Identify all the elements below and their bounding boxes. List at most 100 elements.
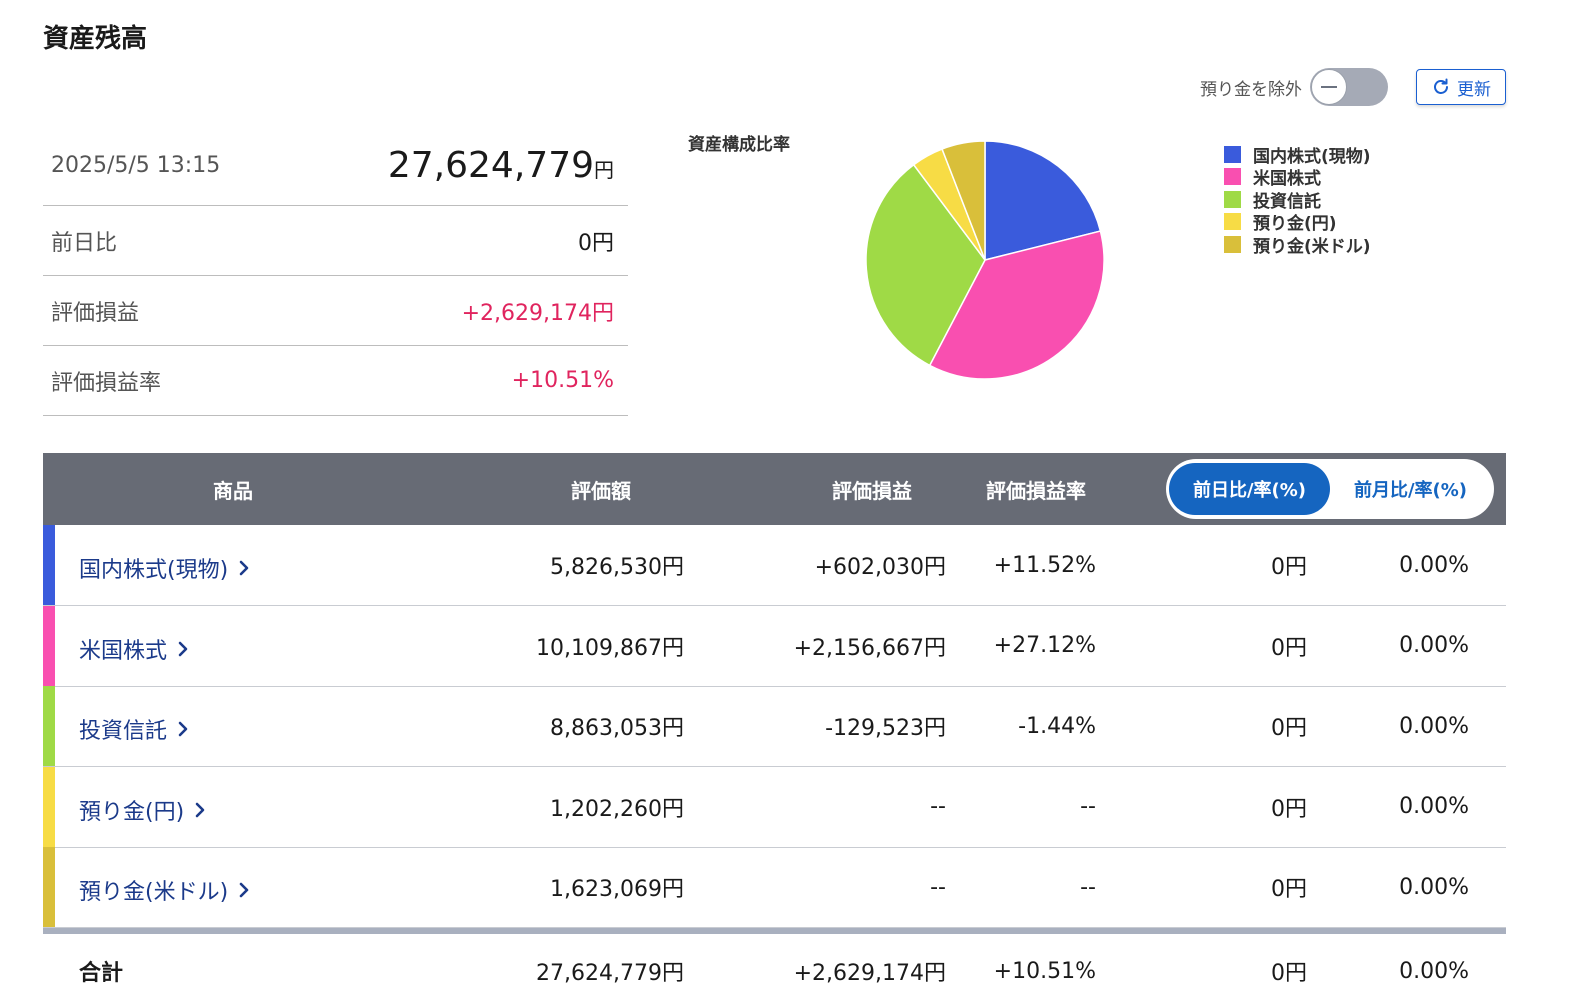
total-pl: +2,629,174円 [793,961,946,986]
chevron-right-icon [178,721,188,737]
summary-datetime: 2025/5/5 13:15 [51,152,221,178]
change-cell: 0円 [1271,877,1307,903]
refresh-icon [1434,78,1448,94]
change-cell: 0円 [1271,555,1307,580]
product-name-cell: 国内株式(現物) [79,525,250,605]
pl-rate-cell: -- [1080,874,1096,900]
asset-pie-chart [865,140,1105,380]
toggle-knob [1311,69,1347,105]
pie-slice[interactable] [928,230,1105,380]
summary-label: 評価損益率 [51,370,162,396]
total-label: 合計 [79,961,124,986]
product-name: 米国株式 [79,638,168,664]
legend-swatch [1224,145,1241,163]
valuation-cell: 10,109,867円 [536,635,684,661]
header-valuation: 評価額 [571,478,631,503]
row-color-bar [43,766,55,847]
summary-total-row: 2025/5/5 13:15 27,624,779円 [43,125,628,206]
row-color-bar [43,525,55,605]
pl-cell: -- [930,874,946,900]
total-valuation: 27,624,779円 [536,961,684,986]
change-cell: 0円 [1271,635,1307,661]
row-color-bar [43,605,55,686]
pl-rate-cell: -- [1080,794,1096,820]
header-pl-rate: 評価損益率 [986,478,1086,503]
summary-row-pl: 評価損益 +2,629,174円 [43,276,628,346]
valuation-cell: 1,202,260円 [550,796,684,822]
pl-cell: -- [930,794,946,820]
pl-rate-cell: -1.44% [1018,713,1096,739]
summary-panel: 2025/5/5 13:15 27,624,779円 前日比 0円 評価損益 +… [43,125,628,416]
summary-total: 27,624,779円 [388,145,614,186]
product-name-cell: 投資信託 [79,686,189,766]
legend-item: 預り金(米ドル) [1224,233,1371,257]
legend-swatch [1224,168,1241,186]
total-pl-rate: +10.51% [993,958,1096,984]
chart-legend: 国内株式(現物) 米国株式 投資信託 預り金(円) 預り金(米ドル) [1224,143,1371,257]
table-header: 商品 評価額 評価損益 評価損益率 前日比/率(%) 前月比/率(%) [43,453,1506,525]
product-link[interactable]: 投資信託 [79,707,189,745]
chevron-right-icon [195,802,205,818]
change-rate-cell: 0.00% [1399,633,1469,659]
table-row: 米国株式 10,109,867円 +2,156,667円 +27.12% 0円 0.00% [43,605,1506,687]
product-name-cell: 米国株式 [79,606,189,686]
product-link[interactable]: 預り金(米ドル) [79,868,250,906]
product-name: 預り金(円) [79,799,185,825]
period-day-button[interactable]: 前日比/率(%) [1169,463,1330,515]
refresh-label: 更新 [1457,79,1491,100]
minus-icon [1321,86,1337,88]
pl-cell: +2,156,667円 [793,635,946,661]
summary-row-day-change: 前日比 0円 [43,206,628,276]
legend-label: 国内株式(現物) [1253,146,1371,167]
pie-slice[interactable] [941,140,986,261]
change-rate-cell: 0.00% [1399,794,1469,820]
product-link[interactable]: 国内株式(現物) [79,546,250,584]
change-rate-cell: 0.00% [1399,713,1469,739]
valuation-cell: 8,863,053円 [550,716,684,742]
row-color-bar [43,847,55,928]
period-switch: 前日比/率(%) 前月比/率(%) [1166,459,1494,519]
product-name: 預り金(米ドル) [79,880,229,906]
legend-item: 米国株式 [1224,166,1371,189]
refresh-button[interactable]: 更新 [1416,69,1506,105]
product-name-cell: 預り金(円) [79,767,206,847]
pl-rate-cell: +11.52% [993,552,1096,578]
change-cell: 0円 [1271,716,1307,742]
product-link[interactable]: 預り金(円) [79,788,206,826]
legend-item: 投資信託 [1224,188,1371,212]
product-link[interactable]: 米国株式 [79,627,189,665]
period-month-button[interactable]: 前月比/率(%) [1330,463,1491,515]
change-cell: 0円 [1271,796,1307,822]
table-row: 国内株式(現物) 5,826,530円 +602,030円 +11.52% 0円 0.00… [43,525,1506,606]
table-row: 預り金(円) 1,202,260円 -- -- 0円 0.00% [43,766,1506,848]
header-product: 商品 [213,478,253,503]
valuation-cell: 1,623,069円 [550,877,684,903]
summary-row-pl-rate: 評価損益率 +10.51% [43,346,628,416]
pl-cell: -129,523円 [825,716,946,742]
exclude-deposit-control: 預り金を除外 [1200,68,1388,106]
summary-total-unit: 円 [594,157,614,182]
pie-slice[interactable] [984,140,1102,261]
summary-total-value: 27,624,779 [387,144,594,186]
legend-label: 投資信託 [1253,191,1321,212]
chevron-right-icon [239,560,249,576]
summary-label: 前日比 [51,230,118,256]
summary-value: +2,629,174円 [461,300,614,326]
legend-item: 預り金(円) [1224,211,1371,234]
chart-title: 資産構成比率 [688,135,790,155]
legend-swatch [1224,190,1241,208]
pl-cell: +602,030円 [814,555,946,580]
pie-slice[interactable] [865,163,986,367]
legend-label: 預り金(円) [1253,214,1337,235]
summary-value: +10.51% [511,368,614,393]
legend-swatch [1224,213,1241,231]
chevron-right-icon [178,641,188,656]
legend-label: 米国株式 [1253,169,1321,190]
exclude-deposit-toggle[interactable] [1310,68,1388,106]
table-row: 投資信託 8,863,053円 -129,523円 -1.44% 0円 0.00% [43,686,1506,768]
total-change: 0円 [1271,961,1307,986]
legend-swatch [1224,235,1241,253]
product-name: 投資信託 [79,719,168,745]
product-name-cell: 預り金(米ドル) [79,847,250,927]
change-rate-cell: 0.00% [1399,552,1469,578]
